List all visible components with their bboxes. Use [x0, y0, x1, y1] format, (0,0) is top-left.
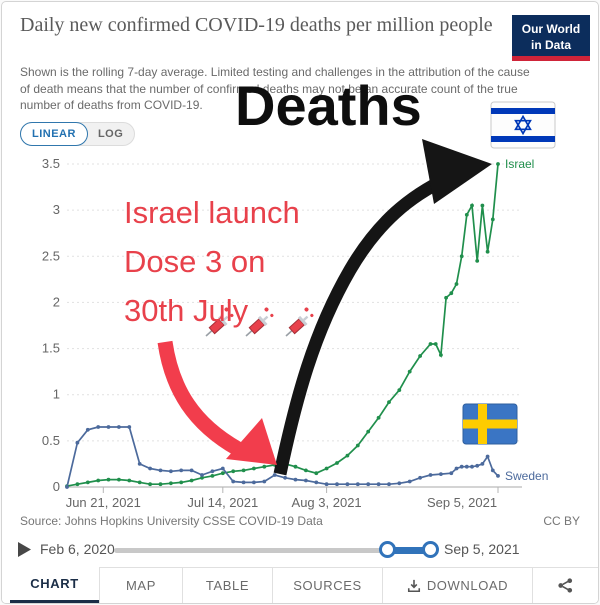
svg-text:Sep 5, 2021: Sep 5, 2021	[427, 495, 497, 510]
share-icon	[558, 578, 573, 593]
svg-text:3.5: 3.5	[42, 156, 60, 171]
svg-text:Aug 3, 2021: Aug 3, 2021	[292, 495, 362, 510]
timeline-handle-start[interactable]	[379, 541, 396, 558]
black-arrow	[273, 139, 492, 476]
download-icon	[407, 579, 420, 592]
play-icon[interactable]	[18, 542, 31, 557]
deaths-annotation: Deaths	[235, 74, 422, 137]
owid-logo-line1: Our World	[521, 22, 581, 36]
page-title: Daily new confirmed COVID-19 deaths per …	[20, 14, 493, 36]
timeline-end-label: Sep 5, 2021	[444, 541, 520, 557]
dose3-annotation: Israel launch Dose 3 on 30th July	[124, 188, 300, 335]
tab-sources[interactable]: SOURCES	[272, 567, 382, 603]
timeline-start-label: Feb 6, 2020	[40, 541, 115, 557]
dose3-line1: Israel launch	[124, 195, 300, 230]
owid-logo[interactable]: Our World in Data	[512, 15, 590, 61]
svg-text:2.5: 2.5	[42, 248, 60, 263]
scale-toggle: LINEAR LOG	[20, 122, 136, 146]
svg-text:1: 1	[53, 387, 60, 402]
tab-map[interactable]: MAP	[99, 567, 182, 603]
dose3-line3: 30th July	[124, 293, 249, 328]
log-button[interactable]: LOG	[97, 128, 124, 140]
chart-subtitle: Shown is the rolling 7-day average. Limi…	[20, 65, 530, 113]
svg-text:Jun 21, 2021: Jun 21, 2021	[66, 495, 141, 510]
license-label[interactable]: CC BY	[543, 514, 580, 528]
sweden-flag-icon	[462, 403, 518, 445]
series-label-Sweden: Sweden	[505, 469, 548, 483]
red-arrow	[157, 340, 277, 465]
tab-chart[interactable]: CHART	[10, 567, 99, 603]
svg-text:0.5: 0.5	[42, 433, 60, 448]
series-line-Sweden	[66, 426, 499, 488]
timeline-track[interactable]	[114, 548, 434, 553]
series-label-Israel: Israel	[505, 157, 534, 171]
source-note[interactable]: Source: Johns Hopkins University CSSE CO…	[20, 514, 323, 528]
tab-bar: CHART MAP TABLE SOURCES DOWNLOAD	[2, 567, 598, 603]
tab-share[interactable]	[532, 567, 598, 603]
tab-download-label: DOWNLOAD	[426, 578, 509, 593]
tab-table[interactable]: TABLE	[182, 567, 272, 603]
timeline-selected-range[interactable]	[386, 547, 432, 554]
owid-logo-line2: in Data	[530, 38, 571, 53]
svg-text:0: 0	[53, 479, 60, 494]
linear-button[interactable]: LINEAR	[20, 122, 88, 146]
svg-text:1.5: 1.5	[42, 341, 60, 356]
svg-text:3: 3	[53, 202, 60, 217]
dose3-line2: Dose 3 on	[124, 244, 266, 279]
tab-download[interactable]: DOWNLOAD	[382, 567, 532, 603]
svg-text:2: 2	[53, 294, 60, 309]
timeline-handle-end[interactable]	[422, 541, 439, 558]
svg-text:Jul 14, 2021: Jul 14, 2021	[187, 495, 258, 510]
